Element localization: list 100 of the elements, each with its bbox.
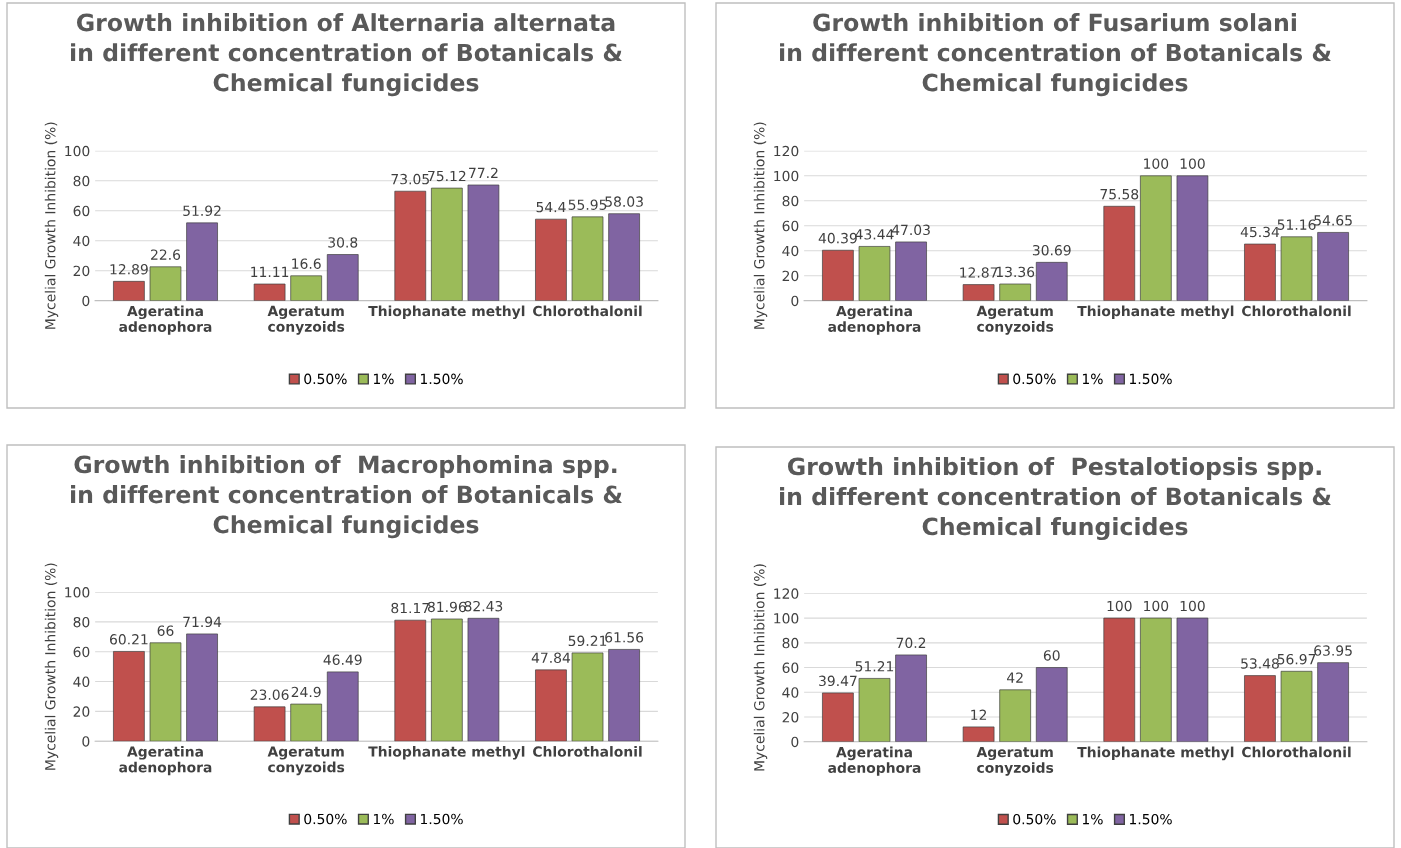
x-tick-label: Thiophanate methyl bbox=[368, 746, 525, 760]
bar bbox=[431, 187, 463, 301]
bar bbox=[253, 283, 286, 301]
x-tick-label: Chlorothalonil bbox=[533, 305, 642, 317]
data-label: 45.34 bbox=[1240, 226, 1280, 238]
chart-title: Growth inhibition of Macrophomina spp. in different concentration of Botanicals & Chemical fungicides bbox=[71, 455, 622, 539]
bar bbox=[1280, 670, 1313, 742]
legend-label: 1.50% bbox=[1130, 373, 1172, 385]
x-tick-label: Ageratina adenophora bbox=[119, 746, 212, 776]
y-tick-label: 60 bbox=[73, 646, 90, 658]
y-tick-label: 40 bbox=[73, 676, 90, 688]
data-label: 40.39 bbox=[818, 232, 857, 244]
bar bbox=[858, 246, 891, 301]
x-tick-label: Thiophanate methyl bbox=[368, 305, 525, 320]
data-label: 51.21 bbox=[855, 661, 894, 672]
y-tick-label: 20 bbox=[73, 706, 90, 717]
data-label: 60 bbox=[1043, 650, 1060, 661]
y-tick-label: 20 bbox=[782, 711, 799, 723]
x-tick-label: Ageratum conyzoids bbox=[267, 746, 345, 776]
x-tick-label: Ageratina adenophora bbox=[828, 746, 921, 776]
data-label: 22.6 bbox=[151, 249, 181, 260]
data-label: 23.06 bbox=[250, 689, 289, 700]
x-tick-label: Ageratina adenophora bbox=[828, 305, 921, 335]
x-tick-label: Ageratum conyzoids bbox=[976, 305, 1054, 335]
bar bbox=[608, 649, 640, 742]
bar bbox=[113, 281, 145, 301]
y-tick-label: 100 bbox=[65, 587, 90, 598]
legend-label: 0.50% bbox=[304, 813, 347, 825]
bar bbox=[1140, 175, 1172, 301]
y-tick-label: 0 bbox=[791, 736, 799, 748]
bar bbox=[962, 284, 995, 301]
data-label: 66 bbox=[157, 625, 174, 636]
chart-title: Growth inhibition of Pestalotiopsis spp. in different concentration of Botanicals & Chemical fungicides bbox=[780, 457, 1331, 541]
chart-title: Growth inhibition of Fusarium solani in different concentration of Botanicals & Chemical fungicides bbox=[780, 13, 1331, 97]
bar bbox=[1176, 175, 1209, 301]
bar bbox=[1317, 662, 1349, 742]
y-tick-label: 40 bbox=[782, 245, 799, 257]
bar bbox=[1244, 243, 1276, 301]
bar bbox=[858, 678, 891, 742]
bar bbox=[1140, 617, 1172, 742]
data-label: 13.36 bbox=[996, 266, 1035, 278]
y-tick-label: 80 bbox=[73, 175, 90, 187]
data-label: 30.8 bbox=[328, 237, 358, 248]
legend-label: 1% bbox=[373, 813, 394, 825]
data-label: 100 bbox=[1144, 158, 1169, 169]
bar bbox=[1244, 675, 1276, 742]
bar bbox=[895, 241, 927, 301]
data-label: 82.43 bbox=[464, 600, 503, 612]
bar bbox=[1317, 232, 1349, 301]
data-label: 16.6 bbox=[292, 258, 321, 269]
legend-label: 0.50% bbox=[1013, 373, 1056, 385]
y-tick-label: 0 bbox=[82, 736, 90, 747]
bar bbox=[290, 703, 322, 742]
legend-label: 1.50% bbox=[421, 373, 463, 385]
data-label: 75.58 bbox=[1100, 188, 1139, 200]
bar bbox=[962, 726, 995, 742]
y-tick-label: 80 bbox=[782, 195, 799, 207]
data-label: 55.95 bbox=[568, 199, 607, 210]
data-label: 73.05 bbox=[391, 173, 429, 185]
bar bbox=[1035, 667, 1068, 742]
data-label: 53.48 bbox=[1241, 658, 1279, 669]
y-tick-label: 20 bbox=[73, 265, 90, 277]
data-label: 63.95 bbox=[1314, 645, 1352, 656]
data-label: 42 bbox=[1007, 672, 1023, 683]
x-tick-label: Thiophanate methyl bbox=[1077, 746, 1234, 761]
data-label: 56.97 bbox=[1277, 653, 1316, 665]
data-label: 30.69 bbox=[1032, 244, 1071, 256]
legend-label: 1.50% bbox=[421, 813, 463, 825]
y-axis-title: Mycelial Growth Inhibition (%) bbox=[44, 563, 59, 770]
bar bbox=[1103, 205, 1136, 301]
bar bbox=[149, 642, 182, 742]
data-label: 54.4 bbox=[536, 201, 566, 213]
bar bbox=[149, 266, 182, 301]
y-tick-label: 100 bbox=[65, 145, 90, 157]
legend-label: 0.50% bbox=[1013, 813, 1056, 825]
bar bbox=[571, 652, 604, 742]
bar bbox=[571, 216, 604, 301]
data-label: 60.21 bbox=[109, 634, 148, 645]
bar bbox=[326, 254, 359, 301]
bar bbox=[186, 222, 218, 301]
data-label: 100 bbox=[1107, 600, 1132, 612]
y-tick-label: 80 bbox=[782, 637, 799, 649]
data-label: 100 bbox=[1144, 600, 1169, 612]
y-tick-label: 60 bbox=[73, 205, 90, 217]
x-tick-label: Ageratum conyzoids bbox=[267, 305, 345, 335]
bar bbox=[535, 669, 567, 742]
y-axis-title: Mycelial Growth Inhibition (%) bbox=[753, 564, 768, 771]
y-axis-title: Mycelial Growth Inhibition (%) bbox=[44, 122, 59, 329]
data-label: 12.89 bbox=[110, 264, 148, 275]
bar bbox=[467, 184, 500, 301]
data-label: 24.9 bbox=[291, 686, 321, 698]
data-label: 70.2 bbox=[896, 637, 926, 649]
data-label: 54.65 bbox=[1314, 215, 1352, 226]
bar bbox=[1176, 617, 1209, 742]
chart-title: Growth inhibition of Alternaria alternata in different concentration of Botanicals & Chemical fungicides bbox=[71, 13, 622, 97]
data-label: 58.03 bbox=[605, 196, 643, 207]
data-label: 51.92 bbox=[183, 205, 221, 217]
bar bbox=[326, 671, 359, 742]
x-tick-label: Chlorothalonil bbox=[1242, 746, 1351, 758]
legend-label: 1% bbox=[373, 373, 394, 385]
